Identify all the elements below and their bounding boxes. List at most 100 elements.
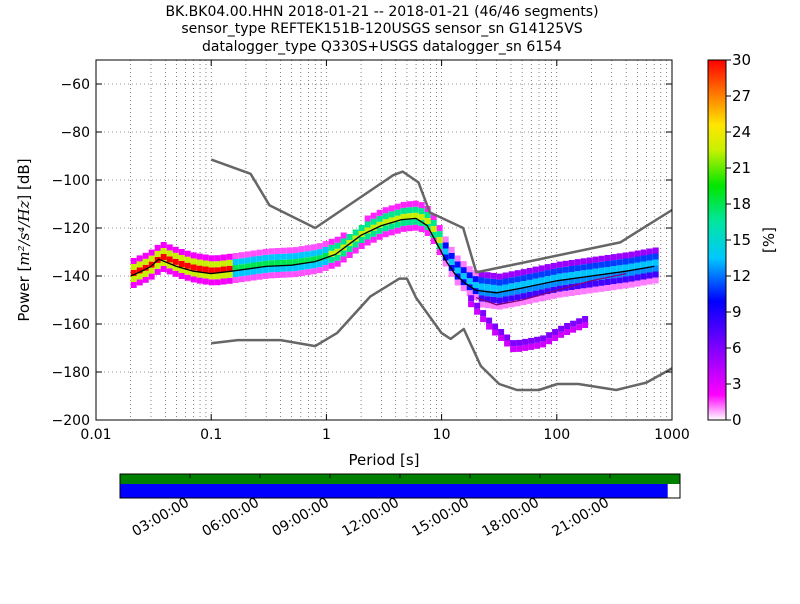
y-tick-label: −120 bbox=[52, 221, 90, 237]
density-cell bbox=[256, 261, 263, 268]
density-cell bbox=[388, 223, 395, 230]
density-cell bbox=[292, 247, 299, 254]
density-cell bbox=[382, 213, 389, 220]
density-cell bbox=[592, 274, 599, 281]
density-cell bbox=[148, 273, 155, 280]
density-cell bbox=[592, 280, 599, 287]
density-cell bbox=[564, 323, 571, 329]
density-cell bbox=[220, 266, 227, 273]
density-cell bbox=[268, 260, 275, 267]
density-cell bbox=[532, 290, 539, 297]
density-cell bbox=[130, 264, 137, 270]
density-cell bbox=[148, 261, 155, 268]
density-cell bbox=[628, 275, 635, 282]
density-cell bbox=[226, 265, 233, 272]
density-cell bbox=[364, 239, 371, 246]
density-cell bbox=[640, 279, 647, 286]
density-cell bbox=[526, 285, 533, 292]
density-cell bbox=[382, 225, 389, 232]
density-cell bbox=[610, 260, 617, 267]
density-cell bbox=[406, 207, 413, 214]
density-cell bbox=[178, 261, 185, 267]
density-cell bbox=[274, 260, 281, 266]
density-cell bbox=[322, 241, 329, 247]
density-cell bbox=[226, 271, 233, 278]
density-cell bbox=[292, 253, 299, 260]
density-cell bbox=[628, 257, 635, 264]
density-cell bbox=[616, 283, 623, 290]
density-cell bbox=[208, 261, 215, 268]
density-cell bbox=[528, 343, 535, 350]
density-cell bbox=[238, 264, 245, 271]
density-cell bbox=[346, 234, 353, 240]
density-cell bbox=[154, 244, 161, 251]
density-cell bbox=[316, 243, 323, 250]
density-cell bbox=[202, 254, 209, 261]
density-cell bbox=[634, 250, 641, 257]
density-cell bbox=[166, 250, 173, 257]
density-cell bbox=[466, 266, 473, 273]
density-cell bbox=[166, 256, 173, 263]
density-cell bbox=[412, 224, 419, 231]
density-cell bbox=[286, 247, 293, 254]
density-cell bbox=[478, 283, 485, 290]
density-cell bbox=[544, 270, 551, 277]
density-cell bbox=[382, 207, 389, 214]
density-cell bbox=[316, 261, 323, 268]
colorbar-tick-label: 21 bbox=[732, 159, 751, 177]
density-cell bbox=[196, 259, 203, 266]
density-cell bbox=[400, 219, 407, 226]
density-cell bbox=[646, 260, 653, 267]
timeline-tick-label: 03:00:00 bbox=[130, 495, 192, 540]
density-cell bbox=[502, 284, 509, 291]
density-cell bbox=[628, 281, 635, 288]
density-cell bbox=[364, 233, 371, 240]
colorbar-tick-label: 24 bbox=[732, 123, 751, 141]
density-cell bbox=[364, 227, 371, 234]
density-cell bbox=[478, 271, 485, 278]
density-cell bbox=[540, 335, 547, 342]
density-cell bbox=[190, 258, 197, 265]
density-cell bbox=[400, 207, 407, 214]
colorbar-ticks: 0 3 6 9 12 15 18 21 24 27 30 bbox=[726, 51, 751, 429]
density-cell bbox=[484, 290, 491, 297]
x-tick-label: 0.01 bbox=[80, 427, 111, 443]
density-cell bbox=[552, 329, 559, 335]
density-cell bbox=[486, 317, 493, 324]
colorbar-tick-label: 12 bbox=[732, 267, 751, 285]
density-cell bbox=[454, 261, 461, 268]
density-cell bbox=[550, 280, 557, 287]
density-cell bbox=[634, 274, 641, 281]
density-cell bbox=[430, 238, 437, 244]
density-cell bbox=[526, 291, 533, 298]
density-cell bbox=[262, 254, 269, 261]
density-cell bbox=[322, 265, 329, 271]
density-cell bbox=[334, 260, 341, 267]
density-cell bbox=[376, 233, 383, 240]
density-cell bbox=[598, 261, 605, 268]
density-cell bbox=[226, 277, 233, 284]
density-cell bbox=[208, 267, 215, 274]
density-cell bbox=[394, 215, 401, 222]
density-cell bbox=[244, 257, 251, 264]
density-cell bbox=[394, 221, 401, 228]
density-cell bbox=[598, 255, 605, 262]
density-cell bbox=[574, 289, 581, 296]
density-cell bbox=[466, 284, 473, 291]
density-cell bbox=[616, 277, 623, 284]
density-cell bbox=[346, 252, 353, 258]
density-cell bbox=[546, 338, 553, 345]
density-cell bbox=[492, 329, 499, 336]
density-cell bbox=[466, 278, 473, 285]
density-cell bbox=[160, 248, 167, 254]
density-cell bbox=[508, 277, 515, 284]
density-cell bbox=[520, 293, 527, 300]
density-cell bbox=[622, 258, 629, 265]
density-cell bbox=[280, 271, 287, 278]
density-cell bbox=[142, 276, 149, 283]
density-cell bbox=[526, 267, 533, 274]
density-cell bbox=[334, 242, 341, 249]
density-cell bbox=[534, 336, 541, 343]
density-cell bbox=[610, 284, 617, 291]
density-cell bbox=[544, 294, 551, 301]
